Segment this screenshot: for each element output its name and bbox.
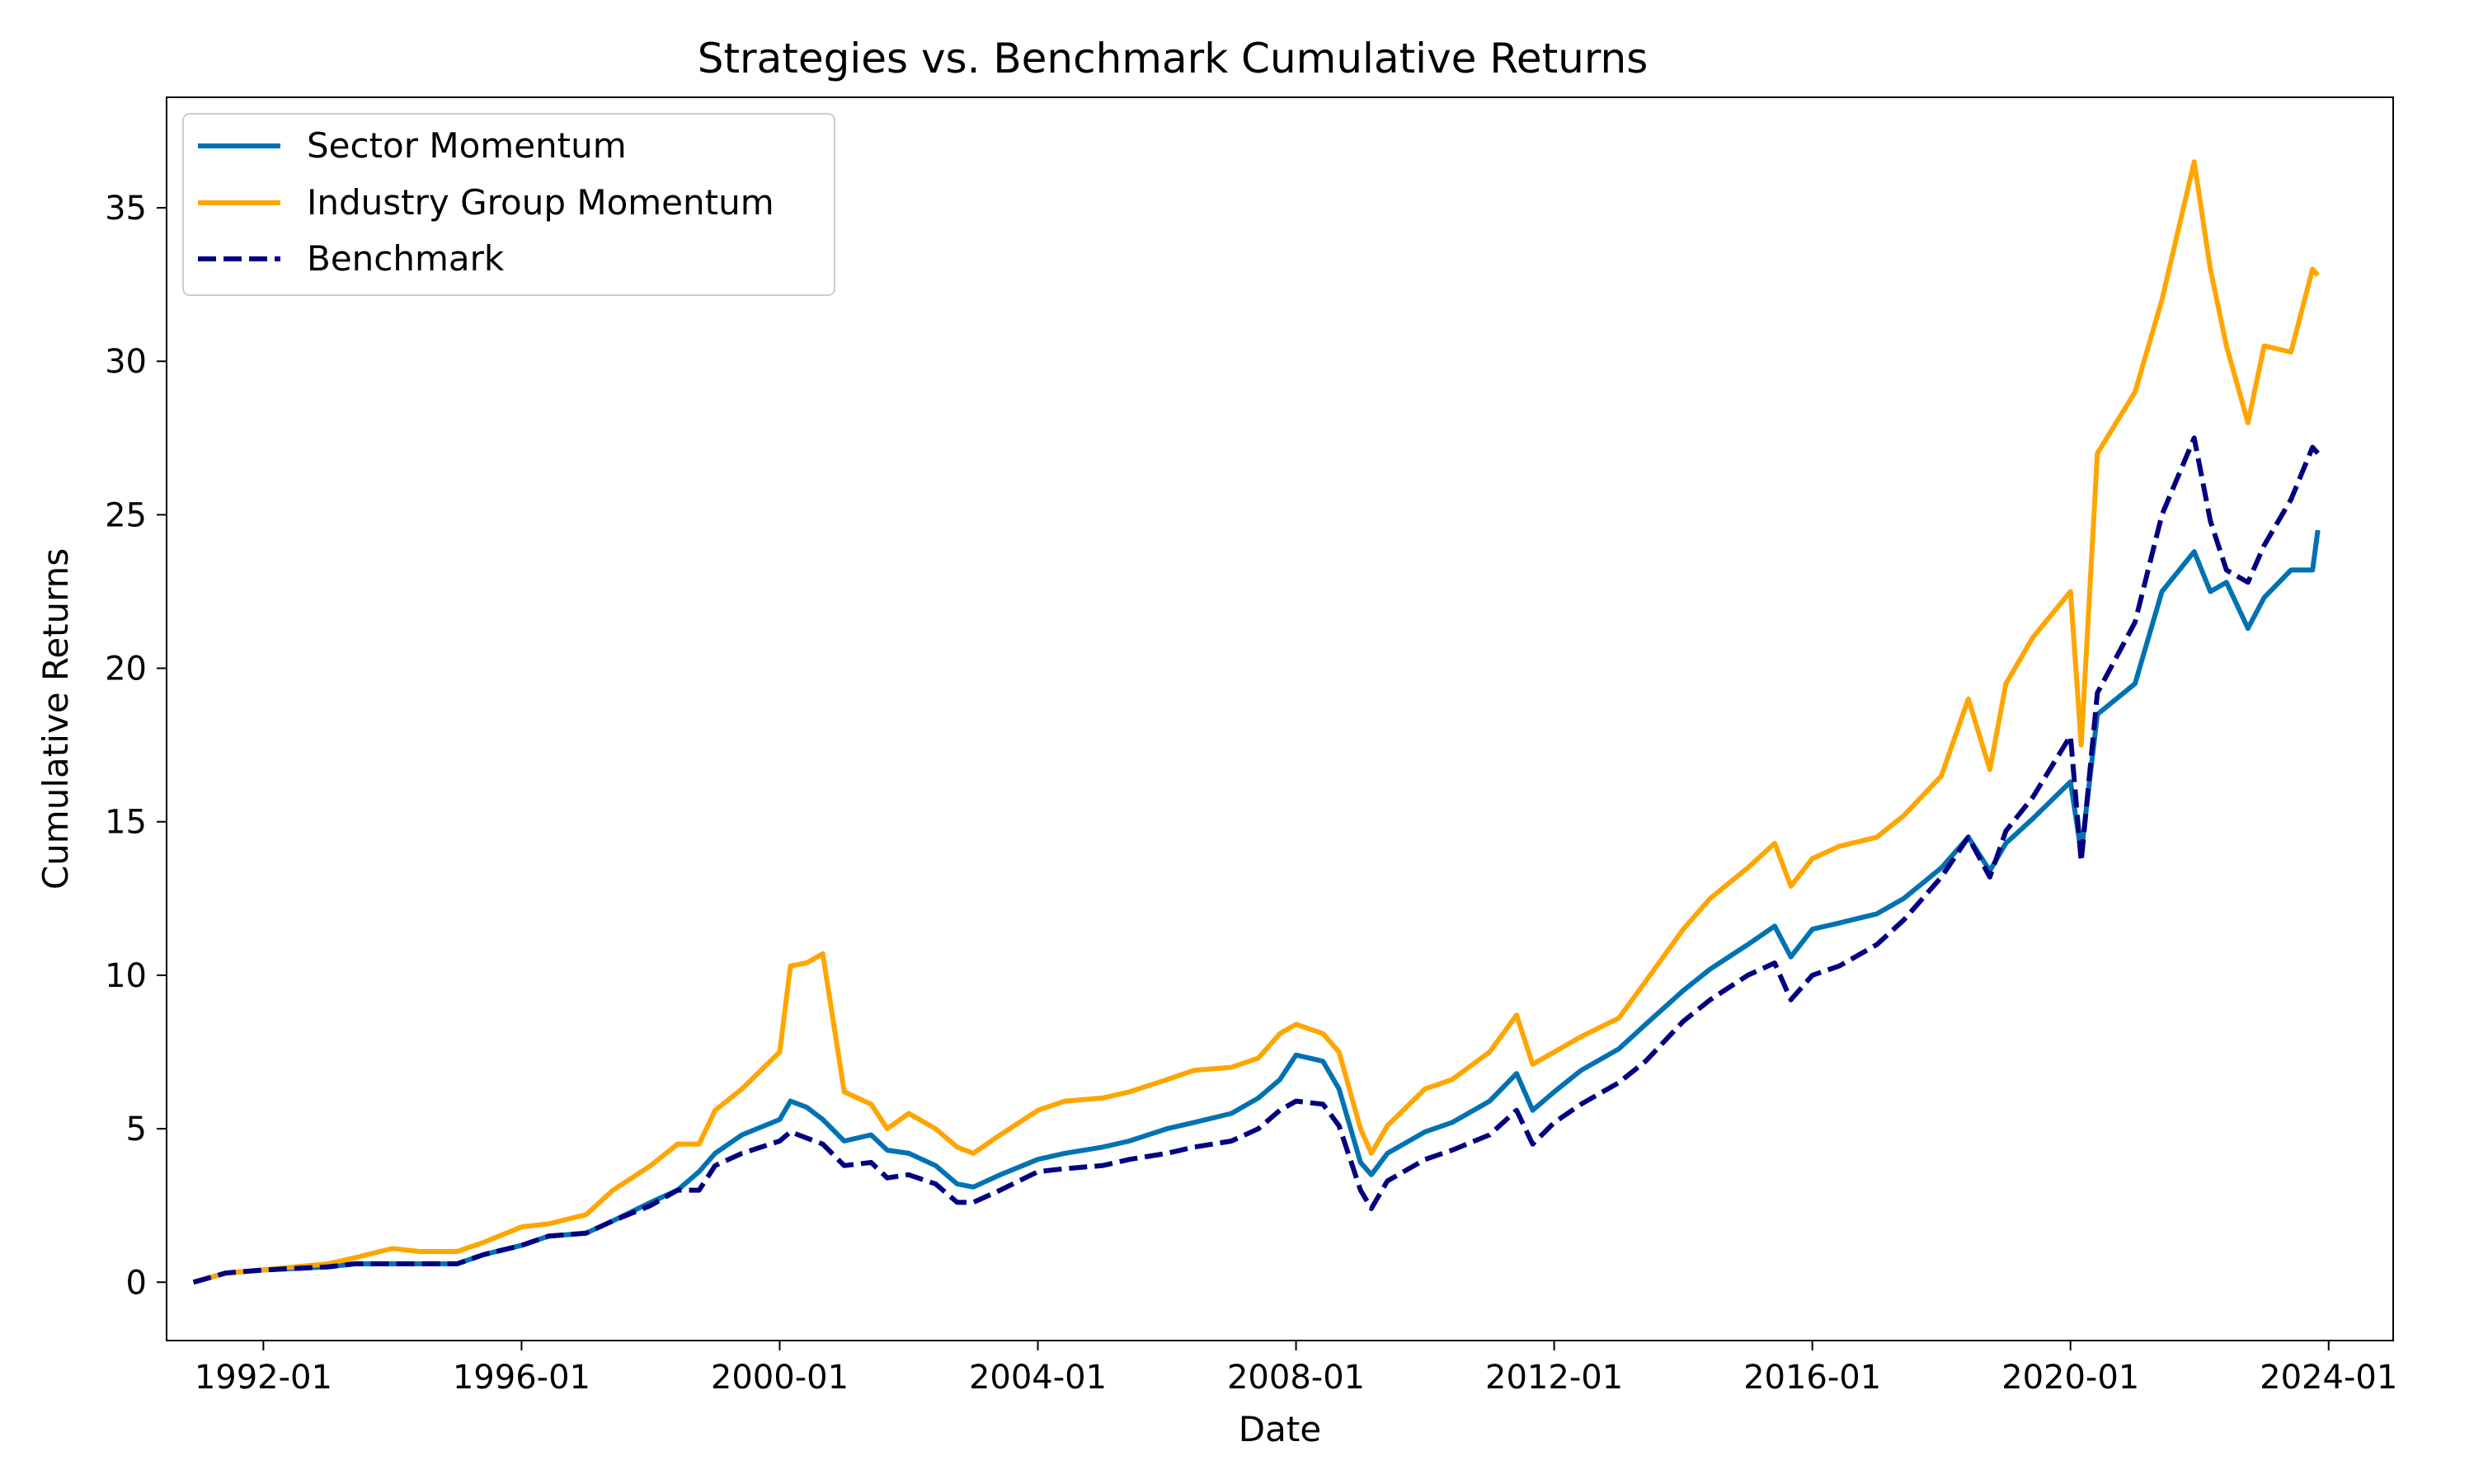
x-tick-label: 2008-01 — [1227, 1359, 1365, 1397]
x-tick-label: 2000-01 — [711, 1359, 849, 1397]
x-tick-label: 2016-01 — [1743, 1359, 1881, 1397]
y-tick-label: 25 — [105, 496, 147, 534]
x-tick-label: 2004-01 — [969, 1359, 1107, 1397]
x-tick-label: 1996-01 — [453, 1359, 590, 1397]
x-tick-label: 2024-01 — [2260, 1359, 2397, 1397]
x-axis: 1992-01 1996-01 2000-01 2004-01 2008-01 2012-… — [195, 1341, 2397, 1397]
legend-label-sector-momentum: Sector Momentum — [307, 125, 627, 166]
y-tick-label: 20 — [105, 650, 147, 688]
y-tick-label: 35 — [105, 190, 147, 228]
plot-area — [167, 97, 2393, 1341]
y-tick-label: 15 — [105, 804, 147, 842]
series-line-benchmark — [192, 435, 2320, 1285]
legend-frame — [182, 113, 835, 296]
y-axis-title: Cumulative Returns — [35, 548, 76, 890]
y-tick-label: 10 — [105, 957, 147, 995]
plot-frame — [166, 96, 2394, 1341]
y-tick-label: 0 — [126, 1264, 147, 1302]
x-tick-label: 2020-01 — [2001, 1359, 2139, 1397]
legend: Sector Momentum Industry Group Momentum … — [182, 113, 835, 296]
x-axis-title: Date — [1239, 1409, 1321, 1449]
legend-label-benchmark: Benchmark — [307, 238, 505, 279]
series-line-industry-group-momentum — [192, 159, 2320, 1285]
x-tick-label: 1992-01 — [195, 1359, 332, 1397]
x-tick-label: 2012-01 — [1485, 1359, 1623, 1397]
legend-label-industry-group-momentum: Industry Group Momentum — [307, 182, 774, 223]
series-line-sector-momentum — [192, 529, 2321, 1285]
y-tick-label: 5 — [126, 1111, 147, 1148]
y-axis: 0 5 10 15 20 25 30 35 — [105, 190, 167, 1302]
chart-title: Strategies vs. Benchmark Cumulative Retu… — [698, 35, 1649, 82]
series-layer — [192, 159, 2321, 1285]
y-tick-label: 30 — [105, 343, 147, 381]
